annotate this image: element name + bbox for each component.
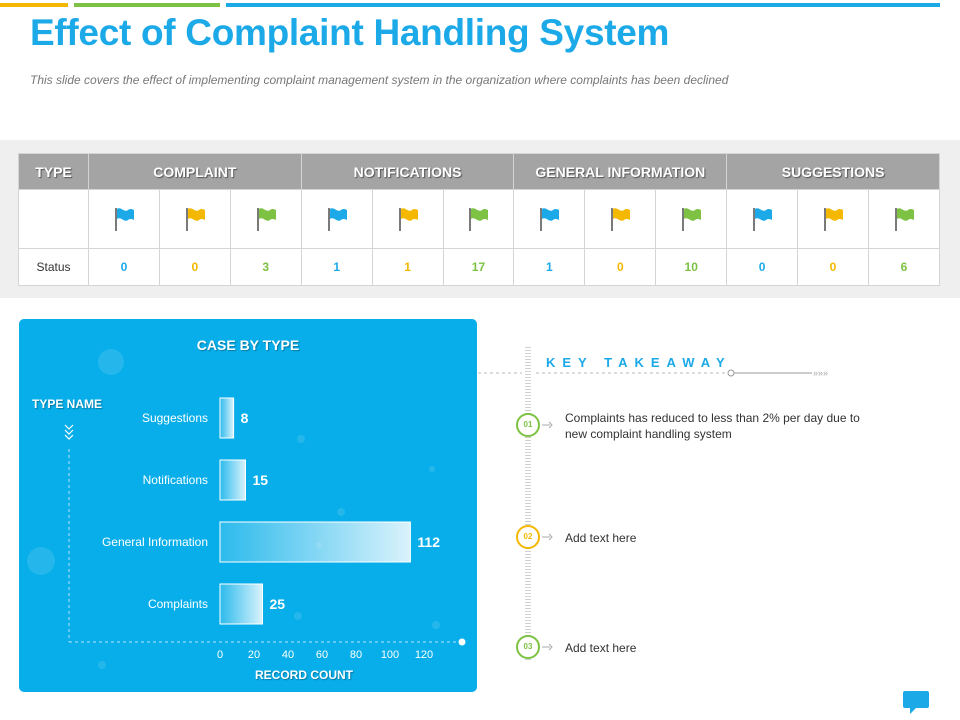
flag-icon: [894, 208, 914, 231]
flag-icon: [682, 208, 702, 231]
category-label: Notifications: [143, 473, 208, 487]
decor-bubble: [429, 466, 435, 472]
data-label: 25: [270, 596, 286, 612]
top-accent-bar-green: [74, 3, 220, 7]
page-title: Effect of Complaint Handling System: [30, 12, 670, 53]
flag-cell: [442, 189, 515, 249]
x-tick-label: 40: [282, 649, 294, 661]
status-value: 3: [229, 248, 302, 286]
flag-cell: [300, 189, 373, 249]
takeaway-number-badge-1: 01: [516, 413, 540, 437]
status-value: 10: [655, 248, 728, 286]
flag-cell: [229, 189, 302, 249]
chart-title: CASE BY TYPE: [196, 337, 300, 353]
x-tick-label: 20: [248, 649, 260, 661]
flag-cell: [584, 189, 657, 249]
status-value: 0: [158, 248, 231, 286]
decor-bubble: [98, 661, 106, 669]
data-label: 112: [417, 534, 440, 550]
flag-cell: [655, 189, 728, 249]
x-tick-label: 100: [381, 649, 399, 661]
decor-bubble: [98, 349, 124, 375]
flag-icon: [185, 208, 205, 231]
x-tick-label: 60: [316, 649, 328, 661]
status-value: 1: [371, 248, 444, 286]
bar-general-information: [219, 521, 411, 563]
x-tick-label: 0: [217, 649, 223, 661]
case-by-type-chart: Suggestions 8 Notifications 15 General Infor…: [19, 319, 477, 692]
header-complaint: COMPLAINT: [88, 153, 302, 190]
decor-bubble: [27, 547, 55, 575]
header-general-information: GENERAL INFORMATION: [513, 153, 728, 190]
takeaway-text-1: Complaints has reduced to less than 2% p…: [565, 411, 860, 441]
category-label: Complaints: [148, 597, 208, 611]
data-label: 8: [241, 410, 249, 426]
svg-text:»»»: »»»: [813, 368, 828, 378]
status-row: Status 0 0 3 1 1 17 1 0 10 0 0 6: [18, 248, 941, 286]
flag-cell: [88, 189, 160, 249]
top-accent-bar-blue: [226, 3, 940, 7]
key-takeaway-title: KEY TAKEAWAY: [546, 355, 732, 370]
flag-cell: [867, 189, 941, 249]
chevron-down-icon: [64, 424, 74, 430]
flag-icon: [469, 208, 489, 231]
bar-complaints: [219, 583, 263, 625]
flag-cell: [158, 189, 231, 249]
flag-icon: [611, 208, 631, 231]
header-type: TYPE: [18, 153, 89, 190]
status-value: 1: [513, 248, 586, 286]
bar-suggestions: [219, 397, 235, 439]
flag-cell: [513, 189, 586, 249]
status-value: 6: [867, 248, 941, 286]
top-accent-bar-orange: [0, 3, 68, 7]
chevron-down-icon: [64, 429, 74, 435]
chevron-down-icon: [64, 434, 74, 440]
decor-bubble: [297, 435, 305, 443]
x-tick-label: 120: [415, 649, 433, 661]
status-value: 0: [726, 248, 799, 286]
x-axis-end-dot: [458, 638, 466, 646]
flag-icon: [398, 208, 418, 231]
decor-bubble: [294, 612, 302, 620]
table-header-row: TYPE COMPLAINT NOTIFICATIONS GENERAL INF…: [18, 153, 940, 190]
bar-notifications: [219, 459, 246, 501]
flag-icon: [540, 208, 560, 231]
status-value: 0: [88, 248, 160, 286]
takeaway-number-badge-2: 02: [516, 525, 540, 549]
takeaway-number-badge-3: 03: [516, 635, 540, 659]
takeaway-text-2: Add text here: [565, 531, 637, 545]
flag-cell: [726, 189, 799, 249]
status-value: 1: [300, 248, 373, 286]
header-notifications: NOTIFICATIONS: [300, 153, 515, 190]
x-tick-label: 80: [350, 649, 362, 661]
status-value: 0: [584, 248, 657, 286]
category-label: Suggestions: [142, 411, 208, 425]
flag-icon: [114, 208, 134, 231]
flag-icon: [824, 208, 844, 231]
status-table: TYPE COMPLAINT NOTIFICATIONS GENERAL INF…: [18, 153, 941, 286]
page-subtitle: This slide covers the effect of implemen…: [30, 73, 729, 87]
decor-bubble: [337, 508, 345, 516]
chart-canvas: Suggestions 8 Notifications 15 General Infor…: [27, 349, 466, 669]
chat-bubble-icon[interactable]: [902, 690, 930, 716]
flag-icon: [753, 208, 773, 231]
takeaway-text-3: Add text here: [565, 641, 637, 655]
header-suggestions: SUGGESTIONS: [726, 153, 940, 190]
flag-cell: [371, 189, 444, 249]
status-value: 17: [442, 248, 515, 286]
data-label: 15: [253, 472, 269, 488]
flag-row: [18, 189, 941, 249]
flag-cell: [797, 189, 869, 249]
flag-icon: [256, 208, 276, 231]
decor-bubble: [432, 621, 440, 629]
chart-y-axis-label: TYPE NAME: [32, 397, 103, 411]
status-row-label: Status: [18, 248, 89, 286]
flag-row-label: [18, 189, 89, 249]
chart-x-axis-label: RECORD COUNT: [255, 668, 353, 682]
status-value: 0: [797, 248, 869, 286]
flag-icon: [327, 208, 347, 231]
category-label: General Information: [102, 535, 208, 549]
